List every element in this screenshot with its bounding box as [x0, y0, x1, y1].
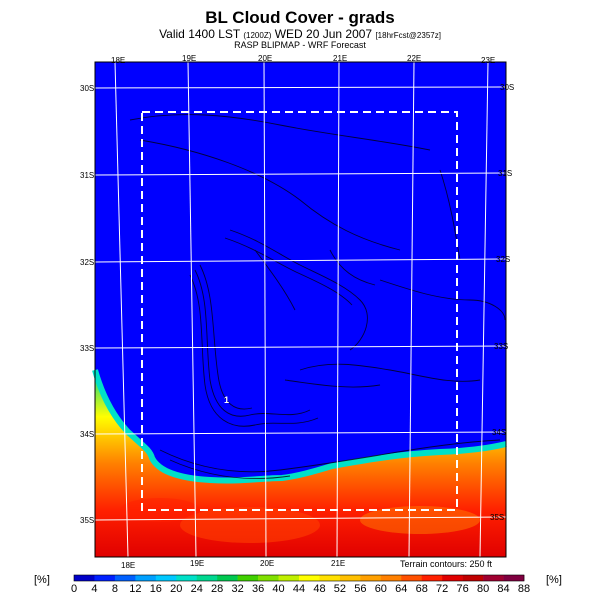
lat-label-left: 31S	[80, 171, 94, 180]
colorbar-tick-label: 12	[129, 583, 142, 595]
colorbar-swatch	[94, 575, 116, 581]
colorbar-tick-label: 24	[190, 583, 203, 595]
source-label: RASP BLIPMAP - WRF Forecast	[234, 40, 366, 50]
colorbar-swatch	[442, 575, 463, 581]
colorbar-tick-label: 68	[415, 583, 428, 595]
valid-time: Valid 1400 LST	[159, 27, 241, 41]
colorbar-tick-label: 48	[313, 583, 326, 595]
utc-time: (1200Z)	[243, 31, 272, 40]
colorbar-tick-label: 16	[149, 583, 162, 595]
map-frame	[94, 61, 507, 558]
colorbar-swatch	[237, 575, 259, 581]
lat-label-right: 30S	[500, 83, 514, 92]
colorbar-tick-label: 52	[333, 583, 347, 595]
lat-label-left: 32S	[80, 258, 94, 267]
lat-label-right: 32S	[496, 255, 510, 264]
colorbar-tick-label: 88	[517, 583, 531, 595]
colorbar-swatch	[319, 575, 341, 581]
colorbar-tick-label: 0	[70, 583, 78, 595]
cloud-max-patch	[180, 507, 320, 543]
lat-label-left: 33S	[80, 344, 94, 353]
colorbar-swatch	[339, 575, 361, 581]
colorbar-swatch	[299, 575, 320, 581]
colorbar	[73, 574, 525, 582]
lon-label-bottom: 19E	[190, 559, 204, 568]
colorbar-swatch	[176, 575, 198, 581]
colorbar-tick-label: 64	[395, 583, 408, 595]
lat-label-right: 33S	[494, 342, 508, 351]
lat-label-left: 34S	[80, 430, 94, 439]
colorbar-tick-label: 40	[272, 583, 285, 595]
chart-subtitle: Valid 1400 LST (1200Z) WED 20 Jun 2007 […	[0, 27, 600, 41]
colorbar-swatch	[483, 575, 504, 581]
lon-label-top: 23E	[481, 56, 495, 65]
lat-lon-grid	[94, 61, 507, 558]
colorbar-swatch	[74, 575, 95, 581]
lat-label-right: 35S	[490, 513, 504, 522]
colorbar-swatch	[217, 575, 238, 581]
lon-label-top: 22E	[407, 54, 421, 63]
lon-label-bottom: 20E	[260, 559, 274, 568]
colorbar-tick-label: 80	[476, 583, 490, 595]
colorbar-tick-label: 56	[354, 583, 367, 595]
colorbar-swatch	[155, 575, 177, 581]
colorbar-swatch	[258, 575, 279, 581]
colorbar-tick-label: 4	[91, 583, 98, 595]
colorbar-swatch	[114, 575, 136, 581]
colorbar-swatch	[278, 575, 300, 581]
colorbar-tick-label: 72	[436, 583, 449, 595]
lon-label-top: 18E	[111, 56, 125, 65]
cloud-max-patch	[360, 506, 480, 534]
terrain-contours	[129, 114, 506, 480]
chart-title: BL Cloud Cover - grads	[205, 8, 395, 27]
colorbar-swatch	[135, 575, 157, 581]
colorbar-tick-label: 44	[292, 583, 306, 595]
inner-domain-box	[141, 111, 458, 511]
cloud-max-patch	[120, 498, 200, 522]
colorbar-tick-label: 60	[374, 583, 387, 595]
colorbar-swatch	[196, 575, 218, 581]
colorbar-swatch	[462, 575, 484, 581]
coast-band	[92, 369, 507, 484]
colorbar-unit-left: [%]	[34, 574, 50, 586]
lon-label-top: 20E	[258, 54, 272, 63]
colorbar-tick-label: 84	[497, 583, 510, 595]
colorbar-tick-label: 8	[111, 583, 118, 595]
colorbar-swatch	[401, 575, 423, 581]
lon-label-top: 19E	[182, 54, 196, 63]
lon-label-top: 21E	[333, 54, 347, 63]
colorbar-swatch	[421, 575, 443, 581]
colorbar-swatch	[503, 575, 525, 581]
lat-label-left: 35S	[80, 516, 94, 525]
colorbar-unit-right: [%]	[546, 574, 562, 586]
lat-label-right: 31S	[498, 169, 512, 178]
lon-label-bottom: 18E	[121, 561, 135, 570]
forecast-date: WED 20 Jun 2007	[274, 27, 373, 41]
terrain-contour-note: Terrain contours: 250 ft	[400, 559, 493, 569]
lat-label-left: 30S	[80, 84, 94, 93]
lon-label-bottom: 21E	[331, 559, 345, 568]
point-label: 1	[224, 395, 229, 405]
forecast-hour: [18hrFcst@2357z]	[375, 31, 441, 40]
colorbar-tick-label: 32	[231, 583, 244, 595]
colorbar-swatch	[380, 575, 402, 581]
lat-label-right: 34S	[492, 428, 506, 437]
colorbar-tick-label: 36	[251, 583, 265, 595]
colorbar-swatch	[360, 575, 382, 581]
colorbar-tick-label: 20	[170, 583, 183, 595]
colorbar-tick-label: 76	[456, 583, 469, 595]
colorbar-tick-label: 28	[211, 583, 224, 595]
colorbar-frame	[73, 574, 525, 582]
